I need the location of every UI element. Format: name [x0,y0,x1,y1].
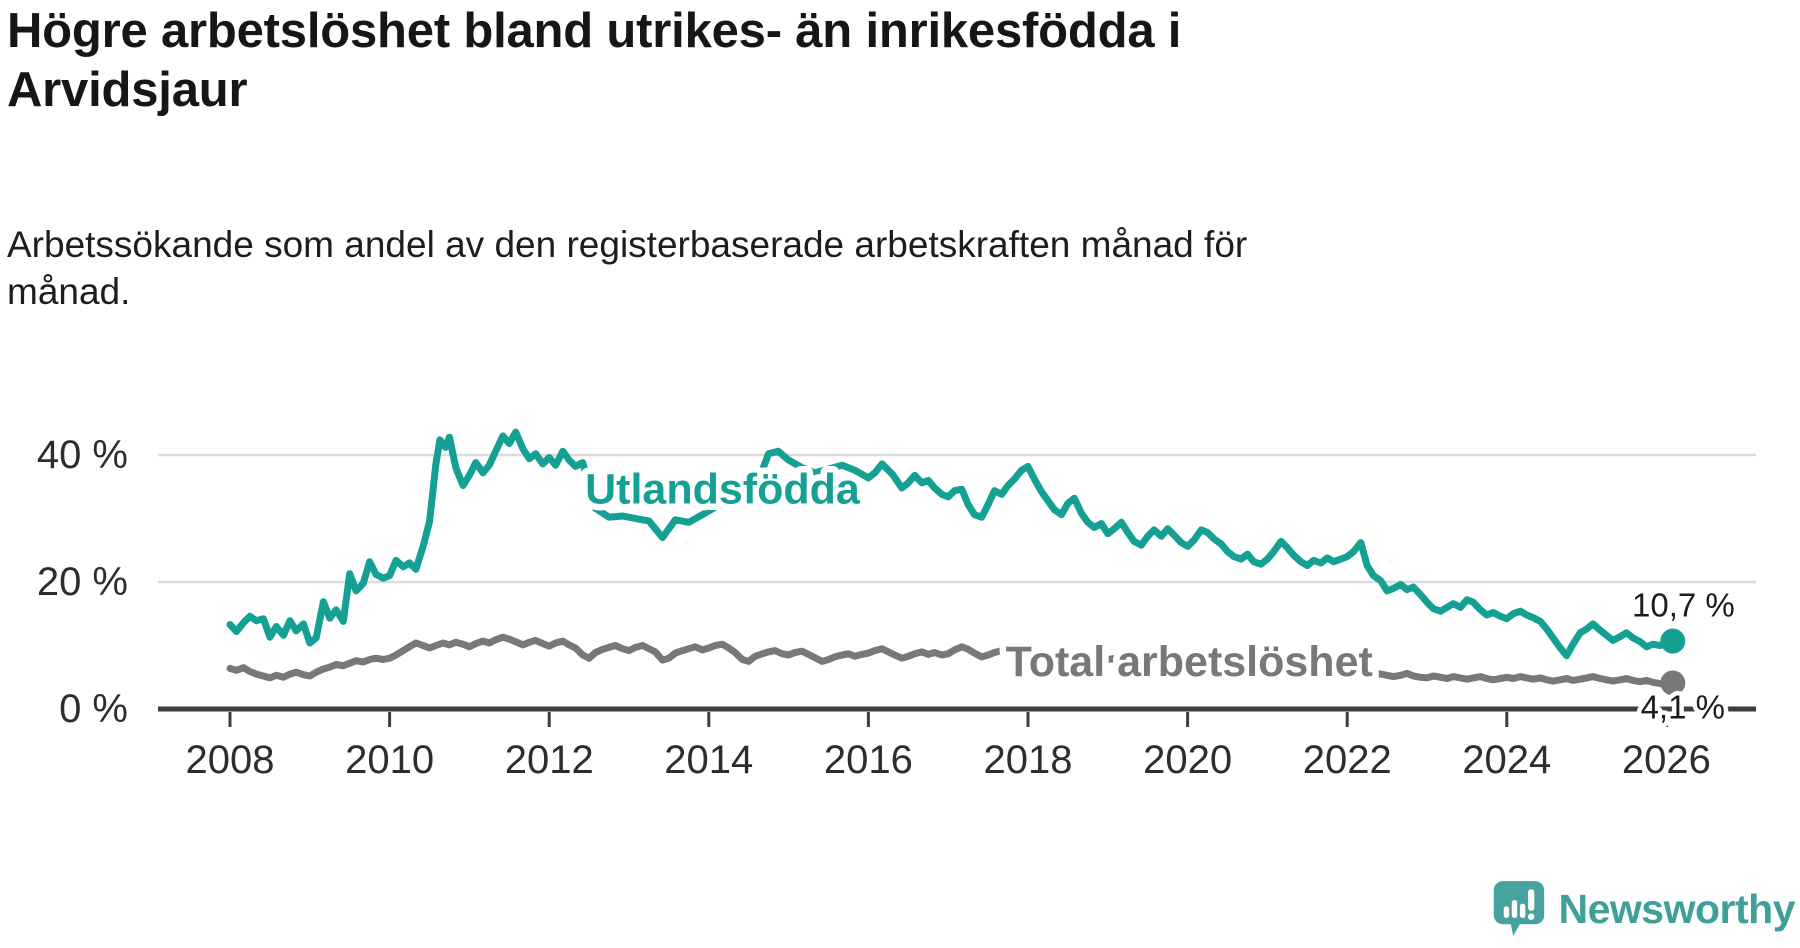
y-tick-label: 0 % [59,687,128,731]
x-tick-label: 2024 [1462,738,1551,782]
chart-subtitle: Arbetssökande som andel av den registerb… [7,224,1248,312]
series-line-utlandsfodda [226,428,1677,660]
y-tick-label: 40 % [37,433,128,477]
newsworthy-brand-name: Newsworthy [1558,885,1796,932]
series-end-dot-utlandsfodda [1660,628,1686,654]
series-end-dot-total [1660,670,1686,696]
chart-title: Högre arbetslöshet bland utrikes- än inr… [7,4,1182,117]
x-tick-label: 2010 [345,738,434,782]
series-label-total: Total arbetslöshet [1006,638,1373,686]
x-tick-label: 2014 [664,738,753,782]
series-label-utlandsfodda: Utlandsfödda [585,465,861,513]
x-tick-label: 2012 [505,738,594,782]
x-tick-label: 2026 [1622,738,1711,782]
y-tick-label: 20 % [37,560,128,604]
newsworthy-brand: Newsworthy [1492,878,1796,940]
x-tick-label: 2022 [1303,738,1392,782]
end-value-label-total: 4,1 % [1641,688,1725,725]
x-tick-label: 2016 [824,738,913,782]
x-tick-label: 2020 [1143,738,1232,782]
series-line-total [226,633,1677,688]
newsworthy-logo-icon [1493,881,1544,936]
x-tick-label: 2018 [984,738,1073,782]
x-tick-label: 2008 [186,738,275,782]
end-value-label-utlandsfodda: 10,7 % [1632,587,1735,624]
